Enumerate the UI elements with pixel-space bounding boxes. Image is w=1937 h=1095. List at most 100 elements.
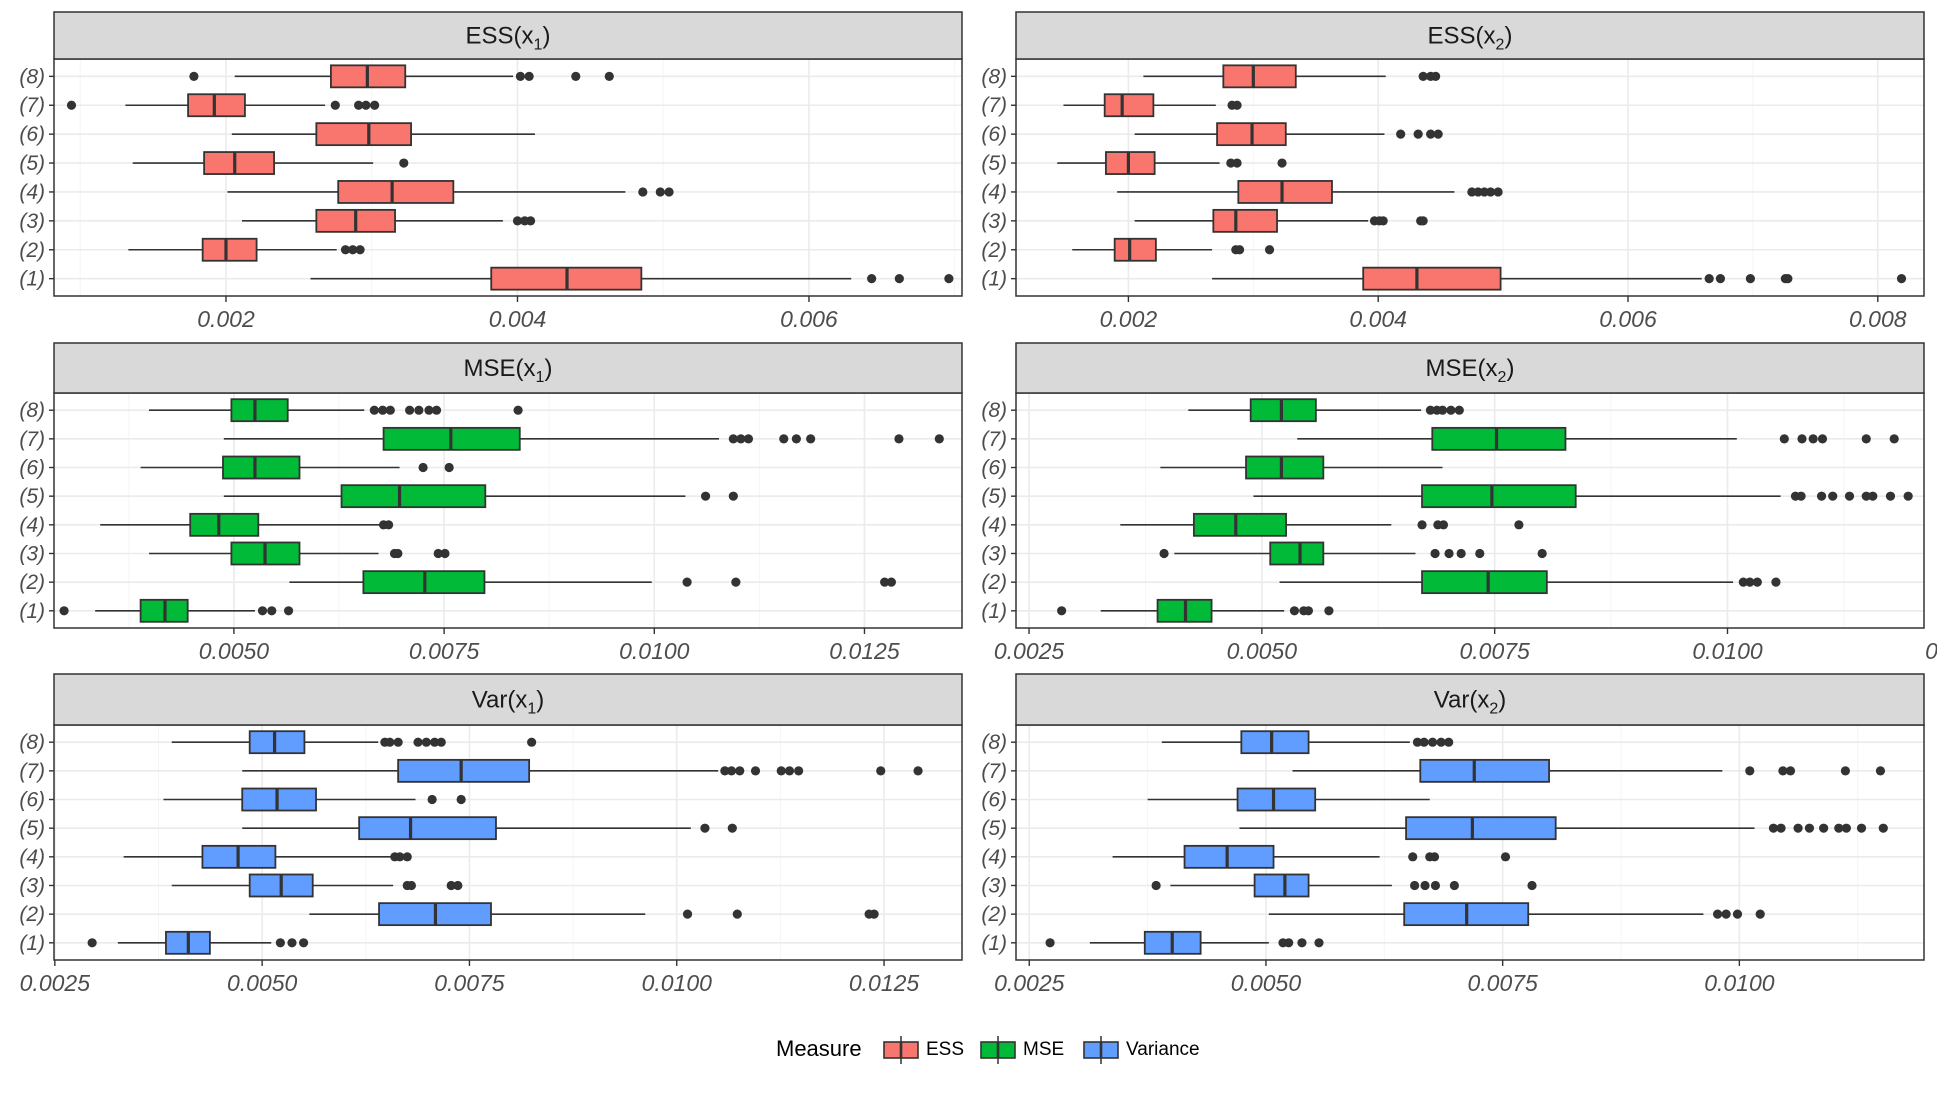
iqr-box [397, 758, 531, 783]
outlier-point [1444, 548, 1454, 559]
outlier-point [1500, 852, 1511, 862]
outlier-point [1745, 274, 1755, 284]
outlier-point [298, 938, 309, 948]
outlier-point [1779, 434, 1789, 444]
category-label: (7) [19, 428, 45, 451]
outlier-point [1417, 520, 1427, 530]
outlier-point [1841, 823, 1851, 833]
box-6 [1134, 122, 1443, 147]
category-label: (2) [981, 239, 1007, 262]
category-label: (2) [19, 571, 45, 594]
outlier-point [1446, 405, 1456, 415]
box-6 [231, 122, 535, 147]
outlier-point [1771, 577, 1781, 587]
category-label: (8) [19, 65, 45, 88]
outlier-point [1410, 880, 1420, 891]
facet-title-subscript: 2 [1498, 369, 1507, 386]
outlier-point [682, 577, 692, 587]
category-label: (6) [19, 789, 45, 812]
outlier-point [1840, 766, 1851, 776]
box-2 [1072, 237, 1275, 262]
outlier-point [1045, 938, 1055, 948]
outlier-point [1425, 405, 1436, 415]
outlier-point [427, 794, 437, 805]
facet-strip [1015, 11, 1925, 60]
outlier-point [1861, 434, 1871, 444]
category-label: (6) [981, 457, 1007, 480]
outlier-point [720, 766, 730, 776]
legend-key-mse [980, 1036, 1016, 1064]
box-4 [227, 180, 674, 204]
outlier-point [1433, 129, 1443, 139]
outlier-point [728, 491, 738, 501]
facet-strip [1015, 342, 1925, 394]
box-3 [242, 208, 536, 233]
outlier-point [731, 577, 741, 587]
outlier-point [406, 880, 416, 891]
box-6 [1147, 787, 1430, 812]
outlier-point [361, 100, 371, 110]
box-5 [223, 484, 738, 509]
outlier-point [1797, 434, 1807, 444]
facet-title: Var(x1) [472, 687, 544, 718]
outlier-point [794, 766, 804, 776]
outlier-point [1426, 129, 1436, 139]
box-5 [1057, 151, 1287, 175]
outlier-point [1436, 737, 1446, 747]
legend-key-ess [883, 1036, 919, 1064]
outlier-point [330, 100, 340, 110]
x-tick-label: 0.006 [1599, 306, 1657, 332]
category-label: (2) [19, 903, 45, 926]
iqr-box [1192, 512, 1287, 537]
outlier-point [1878, 823, 1888, 833]
category-label: (7) [19, 760, 45, 783]
box-7 [223, 426, 944, 451]
category-label: (8) [981, 731, 1007, 754]
outlier-point [1514, 520, 1524, 530]
category-label: (1) [981, 932, 1007, 955]
box-2 [309, 902, 879, 927]
category-label: (7) [981, 94, 1007, 117]
outlier-point [743, 434, 754, 444]
category-label: (2) [981, 903, 1007, 926]
outlier-point [1712, 909, 1723, 919]
facet-title-subscript: 1 [527, 701, 536, 718]
box-5 [1253, 484, 1913, 509]
outlier-point [424, 405, 434, 415]
outlier-point [421, 737, 431, 747]
outlier-point [513, 405, 523, 415]
outlier-point [1844, 491, 1855, 501]
outlier-point [638, 187, 648, 197]
outlier-point [1816, 491, 1827, 501]
outlier-point [784, 766, 795, 776]
outlier-point [1778, 766, 1788, 776]
iqr-box [1405, 816, 1557, 841]
iqr-box [1237, 180, 1333, 204]
outlier-point [1804, 823, 1815, 833]
outlier-point [1396, 129, 1406, 139]
outlier-point [59, 606, 69, 616]
panel-background [1016, 59, 1924, 296]
facet-title: ESS(x2) [1428, 23, 1513, 54]
outlier-point [886, 577, 896, 587]
outlier-point [1419, 737, 1429, 747]
outlier-point [283, 606, 294, 616]
category-label: (8) [19, 399, 45, 422]
outlier-point [700, 491, 711, 501]
x-tick-label: 0.004 [1349, 306, 1407, 332]
box-8 [1143, 64, 1441, 89]
x-tick-label: 0.0075 [1467, 970, 1538, 996]
outlier-point [571, 71, 581, 81]
box-4 [1117, 180, 1503, 204]
outlier-point [735, 766, 745, 776]
outlier-point [354, 100, 364, 110]
outlier-point [1232, 158, 1242, 168]
category-label: (3) [19, 874, 45, 897]
legend-label: ESS [926, 1039, 964, 1060]
category-label: (1) [19, 600, 45, 623]
x-tick-label: 0.0050 [1227, 638, 1298, 664]
outlier-point [355, 245, 365, 255]
category-label: (1) [981, 268, 1007, 291]
outlier-point [512, 216, 523, 226]
box-1 [310, 266, 954, 291]
